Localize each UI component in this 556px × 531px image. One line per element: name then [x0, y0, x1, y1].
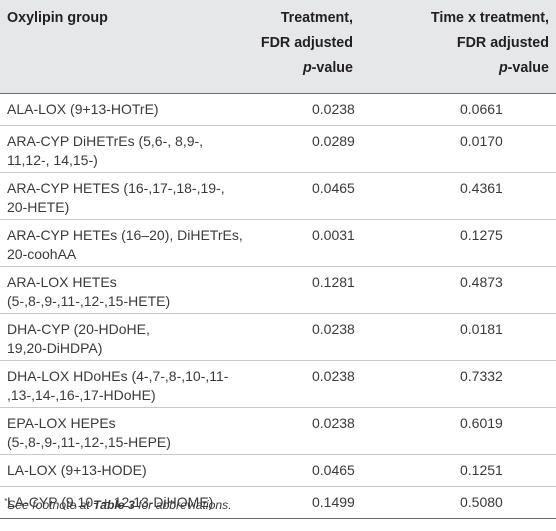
header-time-treatment: Time x treatment, FDR adjusted p-value: [431, 6, 549, 81]
header-treatment-value: -value: [311, 60, 353, 76]
row-oxylipin-group: LA-CYP (9,10- + 12,13-DiHOME): [7, 494, 214, 510]
header-time-p: p: [498, 60, 508, 76]
table-body: ALA-LOX (9+13-HOTrE) 0.0238 0.0661 ARA-C…: [0, 94, 556, 519]
table-row: ALA-LOX (9+13-HOTrE) 0.0238 0.0661: [0, 94, 556, 126]
table-footnote: *See footnote at Table 3 for abbreviatio…: [4, 497, 232, 512]
row-treatment-pvalue: 0.0465: [312, 462, 355, 478]
header-time-value: -value: [507, 60, 549, 76]
header-treatment-line2: FDR adjusted: [260, 35, 353, 51]
row-time-treatment-pvalue: 0.1251: [460, 462, 503, 478]
row-time-treatment-pvalue: 0.6019: [460, 415, 503, 431]
row-treatment-pvalue: 0.1281: [312, 274, 355, 290]
row-treatment-pvalue: 0.0031: [312, 227, 355, 243]
row-oxylipin-group: EPA-LOX HEPEs (5-,8-,9-,11-,12-,15-HEPE): [7, 415, 171, 450]
row-time-treatment-pvalue: 0.5080: [460, 494, 503, 510]
header-treatment: Treatment, FDR adjusted p-value: [261, 6, 353, 81]
table-row: DHA-CYP (20-HDoHE, 19,20-DiHDPA) 0.0238 …: [0, 314, 556, 361]
footnote-table-link[interactable]: Table 3: [93, 498, 135, 513]
row-treatment-pvalue: 0.0238: [312, 101, 355, 117]
table-row: ARA-CYP HETES (16-,17-,18-,19-, 20-HETE)…: [0, 173, 556, 220]
row-treatment-pvalue: 0.0238: [312, 368, 355, 384]
header-treatment-pvalue: p-value: [261, 56, 353, 81]
table-row: ARA-CYP DiHETrEs (5,6-, 8,9-, 11,12-, 14…: [0, 126, 556, 173]
row-oxylipin-group: ARA-LOX HETEs (5-,8-,9-,11-,12-,15-HETE): [7, 274, 171, 309]
row-time-treatment-pvalue: 0.0170: [460, 133, 503, 149]
row-treatment-pvalue: 0.0238: [312, 415, 355, 431]
footnote-text-after: for abbreviations.: [134, 498, 232, 513]
row-time-treatment-pvalue: 0.4873: [460, 274, 503, 290]
header-oxylipin-group: Oxylipin group: [7, 10, 108, 26]
row-oxylipin-group: ARA-CYP HETEs (16–20), DiHETrEs, 20-cooh…: [7, 227, 243, 262]
row-oxylipin-group: LA-LOX (9+13-HODE): [7, 462, 147, 478]
header-time-pvalue: p-value: [431, 56, 549, 81]
row-treatment-pvalue: 0.0238: [312, 321, 355, 337]
row-time-treatment-pvalue: 0.4361: [460, 180, 503, 196]
header-time-line1: Time x treatment,: [430, 10, 549, 26]
row-oxylipin-group: ALA-LOX (9+13-HOTrE): [7, 101, 159, 117]
row-time-treatment-pvalue: 0.7332: [460, 368, 503, 384]
header-time-line2: FDR adjusted: [456, 35, 549, 51]
row-oxylipin-group: ARA-CYP DiHETrEs (5,6-, 8,9-, 11,12-, 14…: [7, 133, 204, 168]
footnote-text-before: See footnote at: [7, 498, 94, 513]
table-row: ARA-CYP HETEs (16–20), DiHETrEs, 20-cooh…: [0, 220, 556, 267]
row-oxylipin-group: DHA-LOX HDoHEs (4-,7-,8-,10-,11- ,13-,14…: [7, 368, 229, 403]
row-treatment-pvalue: 0.0465: [312, 180, 355, 196]
row-time-treatment-pvalue: 0.0181: [460, 321, 503, 337]
row-oxylipin-group: ARA-CYP HETES (16-,17-,18-,19-, 20-HETE): [7, 180, 225, 215]
row-time-treatment-pvalue: 0.1275: [460, 227, 503, 243]
row-time-treatment-pvalue: 0.0661: [460, 101, 503, 117]
table-row: LA-LOX (9+13-HODE) 0.0465 0.1251: [0, 455, 556, 487]
row-treatment-pvalue: 0.1499: [312, 494, 355, 510]
table-row: DHA-LOX HDoHEs (4-,7-,8-,10-,11- ,13-,14…: [0, 361, 556, 408]
table-row: LA-CYP (9,10- + 12,13-DiHOME) 0.1499 0.5…: [0, 487, 556, 519]
row-treatment-pvalue: 0.0289: [312, 133, 355, 149]
table-row: EPA-LOX HEPEs (5-,8-,9-,11-,12-,15-HEPE)…: [0, 408, 556, 455]
table-header: Oxylipin group Treatment, FDR adjusted p…: [0, 0, 556, 94]
footnote-marker: *: [4, 497, 8, 506]
oxylipin-table: Oxylipin group Treatment, FDR adjusted p…: [0, 0, 556, 519]
row-oxylipin-group: DHA-CYP (20-HDoHE, 19,20-DiHDPA): [7, 321, 150, 356]
header-treatment-p: p: [302, 60, 312, 76]
table-row: ARA-LOX HETEs (5-,8-,9-,11-,12-,15-HETE)…: [0, 267, 556, 314]
header-treatment-line1: Treatment,: [280, 10, 353, 26]
